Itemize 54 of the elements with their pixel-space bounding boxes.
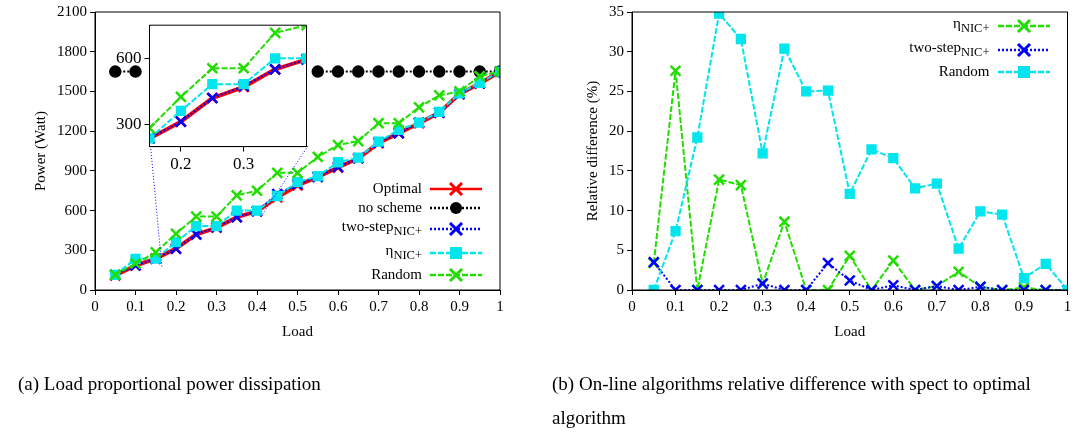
y-axis-title: Power (Watt) [31,110,49,192]
x-tick-label: 0.4 [247,297,267,314]
legend-label: η$_{NIC+}$ [385,241,422,264]
x-tick-label: 0.3 [753,297,773,314]
y-tick-label: 900 [64,161,87,178]
y-axis-title: Relative difference (%) [583,80,601,222]
x-tick-label: 0.4 [796,297,817,314]
x-tick-label: 0.8 [971,297,990,314]
y-tick-label: 600 [116,47,142,67]
y-tick-label: 2100 [57,2,87,19]
legend-label: two-step$_{NIC+}$ [909,38,990,61]
x-tick-label: 0.9 [450,297,469,314]
y-tick-label: 15 [609,161,624,178]
y-tick-label: 0 [616,280,624,297]
x-tick-label: 0.3 [207,297,226,314]
y-tick-label: 20 [609,122,624,139]
y-tick-label: 1800 [57,42,87,59]
x-tick-label: 0.7 [369,297,389,314]
legend-label: Random [371,265,422,284]
legend-label: no scheme [358,198,422,217]
x-tick-label: 0.5 [840,297,860,314]
y-tick-label: 10 [609,201,624,218]
x-tick-label: 0.5 [288,297,307,314]
x-tick-label: 0.1 [126,297,145,314]
x-tick-label: 0.7 [927,297,947,314]
y-tick-label: 25 [609,82,624,99]
x-axis-title: Load [282,322,314,339]
y-tick-label: 600 [64,201,87,218]
x-tick-label: 0.2 [166,297,186,314]
y-tick-label: 30 [609,42,624,59]
x-tick-label: 0 [628,297,636,314]
y-tick-label: 35 [609,2,624,19]
text: (b) On-line algorithms relative difference with spect to optimal algorithm [552,372,1032,430]
y-tick-label: 5 [616,241,624,258]
y-tick-label: 1200 [57,122,87,139]
y-tick-label: 300 [116,114,142,133]
x-tick-label: 0 [91,297,99,314]
legend-label: η$_{NIC+}$ [953,14,990,37]
x-tick-label: 1 [496,297,504,314]
x-tick-label: 0.6 [328,297,348,314]
x-axis-title: Load [834,322,866,339]
legend-label: two-step$_{NIC+}$ [341,217,422,240]
x-tick-label: 0.1 [666,297,685,314]
legend-label: Random [938,62,990,81]
x-tick-label: 0.2 [709,297,729,314]
x-tick-label: 0.8 [409,297,429,314]
y-tick-label: 300 [64,241,87,258]
x-tick-label: 1 [1063,297,1072,314]
y-tick-label: 1500 [57,82,87,99]
x-tick-label: 0.6 [883,297,904,314]
legend-label: Optimal [372,179,422,198]
y-tick-label: 0 [79,280,87,297]
text: (a) Load proportional power dissipation [18,372,322,396]
x-tick-label: 0.9 [1014,297,1034,314]
